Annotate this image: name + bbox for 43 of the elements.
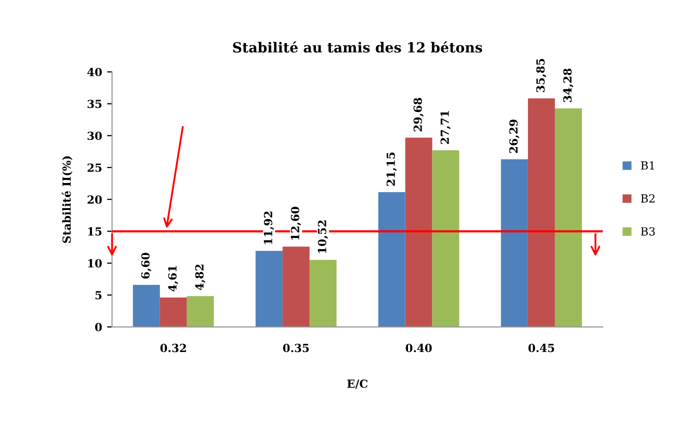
data-label: 6,60 [141, 252, 152, 279]
legend-label: B1 [640, 161, 654, 170]
y-tick-label: 10 [88, 259, 102, 268]
data-label: 21,15 [386, 152, 397, 186]
y-tick-label: 40 [87, 68, 102, 76]
bar [528, 98, 555, 327]
x-tick-label: 0.35 [283, 344, 309, 352]
x-tick-label: 0.40 [406, 344, 432, 352]
data-label: 34,28 [563, 68, 574, 102]
y-tick-label: 35 [88, 100, 102, 108]
y-tick-label: 15 [88, 227, 102, 236]
bar [186, 296, 214, 327]
data-label: 4,82 [195, 264, 206, 290]
x-axis-title: E/C [347, 380, 368, 389]
bar [500, 159, 528, 327]
x-tick-label: 0.32 [160, 344, 186, 352]
data-label: 35,85 [536, 58, 546, 92]
y-tick-label: 30 [88, 132, 102, 140]
data-label: 29,68 [414, 98, 424, 132]
bar [310, 260, 337, 327]
y-tick-label: 0 [95, 322, 102, 332]
data-label: 11,92 [264, 212, 274, 244]
bar [432, 150, 460, 327]
data-label: 12,60 [290, 206, 301, 240]
legend-label: B3 [640, 227, 655, 236]
chart-title: Stabilité au tamis des 12 bétons [233, 41, 482, 53]
bar [554, 108, 582, 327]
data-label: 4,61 [168, 266, 178, 292]
bar [378, 192, 406, 327]
bar [405, 138, 432, 327]
y-tick-label: 5 [96, 291, 102, 300]
data-label: 10,52 [318, 220, 328, 253]
bar [160, 298, 187, 327]
bar [132, 284, 160, 327]
data-label: 26,29 [509, 120, 520, 153]
y-axis-title: Stabilité II(%) [62, 156, 72, 243]
data-label: 27,71 [440, 110, 451, 144]
legend-label: B2 [640, 194, 655, 202]
bar [256, 250, 283, 327]
y-tick-label: 25 [88, 163, 102, 172]
x-tick-label: 0.45 [528, 344, 554, 352]
bar [282, 246, 310, 327]
y-tick-label: 20 [88, 195, 102, 204]
